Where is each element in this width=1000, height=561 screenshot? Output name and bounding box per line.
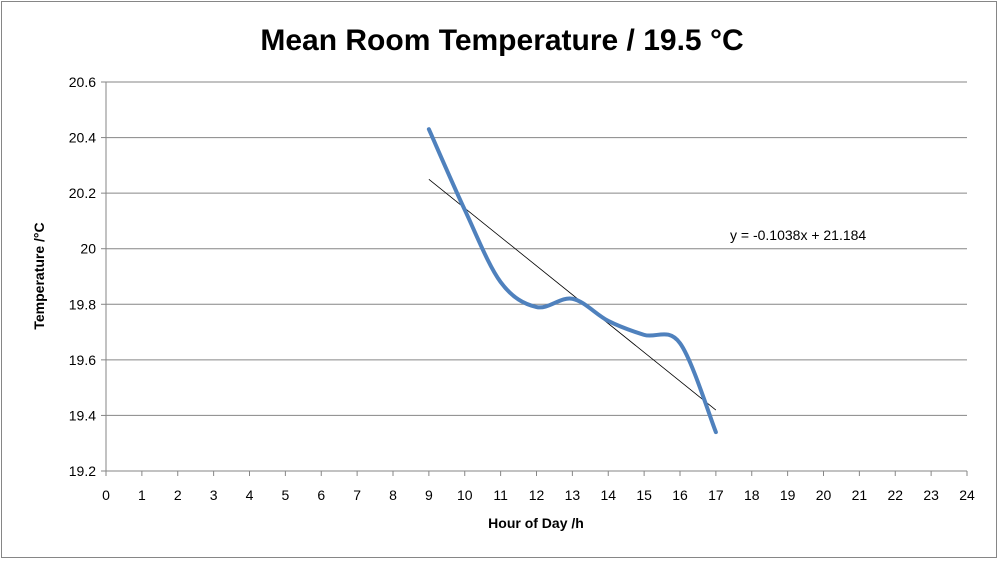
x-tick-label: 21 bbox=[852, 487, 868, 503]
x-tick-label: 9 bbox=[425, 487, 433, 503]
x-tick-label: 17 bbox=[708, 487, 724, 503]
y-axis-ticks: 19.2 19.4 19.6 19.8 20 20.2 20.4 20.6 bbox=[69, 74, 106, 479]
y-tick-label: 19.8 bbox=[69, 296, 96, 312]
y-tick-label: 20.2 bbox=[69, 185, 96, 201]
x-tick-label: 23 bbox=[923, 487, 939, 503]
gridlines bbox=[106, 81, 967, 416]
y-tick-label: 19.2 bbox=[69, 463, 96, 479]
x-tick-label: 3 bbox=[210, 487, 218, 503]
x-tick-label: 13 bbox=[565, 487, 581, 503]
x-tick-label: 8 bbox=[389, 487, 397, 503]
x-tick-label: 6 bbox=[317, 487, 325, 503]
trendline bbox=[428, 178, 717, 411]
y-tick-label: 19.4 bbox=[69, 407, 96, 423]
y-tick-label: 20.4 bbox=[69, 130, 96, 146]
x-tick-label: 14 bbox=[600, 487, 616, 503]
x-tick-label: 24 bbox=[959, 487, 975, 503]
x-tick-label: 2 bbox=[174, 487, 182, 503]
x-axis-ticks: 0 1 2 3 4 5 6 7 8 9 10 11 12 13 14 15 16 17 18 19 20 21 22 23 24 bbox=[102, 471, 975, 503]
x-tick-label: 18 bbox=[744, 487, 760, 503]
trendline-equation: y = -0.1038x + 21.184 bbox=[730, 227, 866, 243]
x-tick-label: 11 bbox=[493, 487, 508, 503]
x-tick-label: 0 bbox=[102, 487, 110, 503]
x-tick-label: 15 bbox=[636, 487, 652, 503]
series-line bbox=[426, 127, 718, 435]
x-tick-label: 4 bbox=[246, 487, 254, 503]
x-tick-label: 19 bbox=[780, 487, 796, 503]
y-tick-label: 19.6 bbox=[69, 352, 96, 368]
x-axis-label: Hour of Day /h bbox=[488, 515, 584, 531]
y-axis-label: Temperature /°C bbox=[31, 222, 47, 329]
x-tick-label: 20 bbox=[816, 487, 832, 503]
x-tick-label: 16 bbox=[672, 487, 688, 503]
x-tick-label: 22 bbox=[887, 487, 903, 503]
x-tick-label: 5 bbox=[281, 487, 289, 503]
x-tick-label: 12 bbox=[529, 487, 545, 503]
y-tick-label: 20 bbox=[80, 241, 96, 257]
x-tick-label: 7 bbox=[353, 487, 361, 503]
y-tick-label: 20.6 bbox=[69, 74, 96, 90]
x-tick-label: 10 bbox=[457, 487, 473, 503]
x-tick-label: 1 bbox=[138, 487, 146, 503]
chart-title: Mean Room Temperature / 19.5 °C bbox=[260, 24, 743, 57]
